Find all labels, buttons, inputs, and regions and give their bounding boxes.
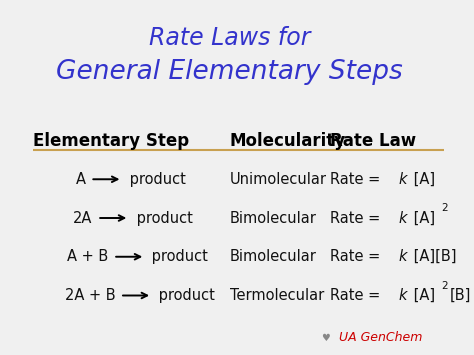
Text: Termolecular: Termolecular [230, 288, 324, 303]
Text: Rate Laws for: Rate Laws for [149, 26, 310, 50]
Text: [B]: [B] [450, 288, 471, 303]
Text: Elementary Step: Elementary Step [33, 131, 190, 149]
Text: Rate =: Rate = [330, 172, 385, 187]
Text: Rate =: Rate = [330, 288, 385, 303]
Text: [A]: [A] [409, 211, 435, 225]
Text: [A]: [A] [409, 172, 435, 187]
Text: [A]: [A] [409, 288, 435, 303]
Text: UA GenChem: UA GenChem [339, 331, 423, 344]
Text: General Elementary Steps: General Elementary Steps [56, 59, 403, 85]
Text: product: product [147, 249, 209, 264]
Text: Molecularity: Molecularity [230, 131, 346, 149]
Text: ♥: ♥ [321, 333, 330, 343]
Text: k: k [398, 211, 407, 225]
Text: [A][B]: [A][B] [409, 249, 456, 264]
Text: product: product [125, 172, 185, 187]
Text: A + B: A + B [67, 249, 109, 264]
Text: Bimolecular: Bimolecular [230, 249, 317, 264]
Text: 2A: 2A [73, 211, 93, 225]
Text: 2: 2 [441, 281, 448, 291]
Text: Rate Law: Rate Law [330, 131, 416, 149]
Text: product: product [131, 211, 192, 225]
Text: Rate =: Rate = [330, 211, 385, 225]
Text: k: k [398, 288, 407, 303]
Text: Bimolecular: Bimolecular [230, 211, 317, 225]
Text: Rate =: Rate = [330, 249, 385, 264]
Text: 2: 2 [441, 203, 448, 213]
Text: A: A [76, 172, 86, 187]
Text: 2A + B: 2A + B [65, 288, 116, 303]
Text: Unimolecular: Unimolecular [230, 172, 327, 187]
Text: product: product [155, 288, 215, 303]
Text: k: k [398, 249, 407, 264]
Text: k: k [398, 172, 407, 187]
